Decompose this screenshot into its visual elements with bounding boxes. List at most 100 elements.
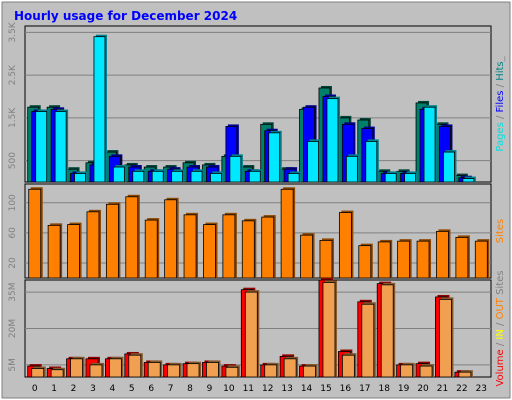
bar-pages-4 — [112, 166, 125, 183]
bar-sites-1 — [47, 224, 61, 279]
bar-out-10 — [225, 366, 239, 378]
series-legend: Pages / Files / Hits_ — [495, 55, 506, 151]
series-legend: Volume / IN / OUT Sites — [495, 270, 506, 386]
x-tick-label: 6 — [148, 384, 154, 394]
bar-pages-1 — [54, 111, 67, 183]
legend-entry: Files — [495, 91, 506, 113]
bar-sites-19 — [397, 240, 411, 279]
bar-out-12 — [264, 364, 278, 378]
legend-entry: IN — [495, 329, 506, 339]
bar-out-17 — [361, 303, 375, 378]
bar-sites-13 — [280, 188, 294, 279]
bar-sites-8 — [183, 214, 197, 279]
bar-sites-7 — [164, 199, 178, 279]
x-tick-label: 11 — [243, 384, 254, 394]
bar-pages-8 — [190, 170, 203, 183]
bar-sites-5 — [125, 196, 139, 279]
hits-files-pages-panel: 500 1.5K 2.5K 3.5K Pages / Files / Hits_ — [8, 21, 506, 183]
legend-entry: / — [495, 319, 506, 329]
x-tick-label: 2 — [71, 384, 77, 394]
x-tick-label: 17 — [359, 384, 370, 394]
legend-entry: _ — [495, 55, 506, 62]
bar-pages-12 — [268, 132, 281, 183]
bar-out-3 — [89, 364, 103, 378]
bar-out-16 — [341, 354, 355, 378]
y-tick-label: 20M — [8, 319, 18, 338]
bar-pages-19 — [404, 173, 417, 183]
bar-sites-22 — [455, 236, 469, 279]
x-tick-label: 20 — [417, 384, 429, 394]
x-tick-label: 8 — [187, 384, 193, 394]
bar-pages-2 — [74, 173, 86, 183]
bar-sites-4 — [105, 203, 119, 279]
legend-entry: / — [495, 112, 506, 122]
bar-out-4 — [108, 358, 122, 378]
y-tick-label: 500 — [8, 152, 18, 169]
x-tick-label: 16 — [340, 384, 352, 394]
legend-entry: Pages — [495, 122, 506, 151]
x-tick-label: 5 — [129, 384, 135, 394]
y-tick-label: 35M — [8, 283, 18, 302]
bar-out-7 — [167, 364, 181, 378]
bar-out-11 — [244, 291, 258, 378]
bar-sites-2 — [67, 224, 80, 279]
y-tick-label: 5M — [8, 358, 18, 372]
bar-sites-9 — [203, 224, 216, 279]
y-tick-label: 60 — [8, 227, 18, 239]
bar-out-18 — [380, 284, 394, 378]
bar-sites-11 — [241, 220, 255, 279]
chart-title: Hourly usage for December 2024 — [14, 9, 237, 23]
bar-sites-15 — [319, 239, 333, 279]
x-tick-label: 13 — [281, 384, 292, 394]
bar-sites-18 — [377, 241, 391, 279]
legend-entry: OUT — [495, 297, 506, 319]
bar-pages-5 — [132, 170, 145, 183]
bar-out-14 — [303, 365, 316, 378]
bar-out-20 — [419, 365, 433, 378]
legend-entry: / — [495, 340, 506, 350]
bar-out-9 — [206, 362, 219, 378]
bar-sites-17 — [358, 245, 372, 279]
bar-pages-17 — [365, 140, 378, 183]
legend-entry: Hits — [495, 61, 506, 80]
series-legend: Sites — [495, 219, 506, 243]
x-tick-label: 7 — [168, 384, 174, 394]
bar-pages-7 — [171, 170, 184, 183]
bar-pages-20 — [423, 106, 436, 183]
x-tick-label: 19 — [398, 384, 410, 394]
legend-entry: Volume — [495, 349, 506, 386]
y-tick-label: 100 — [8, 194, 18, 211]
bar-sites-23 — [474, 240, 488, 279]
sites-panel: 20 60 100 Sites — [8, 183, 506, 279]
x-tick-label: 10 — [223, 384, 235, 394]
bar-out-1 — [50, 369, 64, 378]
bar-pages-16 — [345, 155, 358, 183]
legend-entry: Sites — [495, 270, 506, 298]
bar-sites-21 — [436, 230, 449, 279]
legend-entry: / — [495, 81, 506, 91]
volume-panel: 5M 20M 35M Volume / IN / OUT Sites — [8, 270, 506, 386]
y-tick-label: 2.5K — [8, 64, 18, 85]
bar-out-2 — [70, 358, 83, 378]
x-tick-label: 3 — [90, 384, 96, 394]
bar-sites-20 — [416, 240, 430, 279]
bar-pages-14 — [307, 140, 319, 183]
bar-out-15 — [322, 282, 336, 378]
bar-out-8 — [186, 363, 200, 378]
x-tick-label: 21 — [437, 384, 448, 394]
bar-pages-15 — [326, 98, 339, 183]
bar-out-19 — [400, 364, 414, 378]
bar-pages-11 — [248, 170, 261, 183]
bar-sites-16 — [338, 212, 352, 279]
x-tick-label: 1 — [51, 384, 57, 394]
x-tick-label: 14 — [301, 384, 313, 394]
bar-pages-3 — [93, 36, 106, 183]
x-tick-label: 22 — [456, 384, 467, 394]
bar-pages-18 — [384, 173, 397, 183]
bar-sites-14 — [300, 234, 313, 279]
bar-out-22 — [458, 371, 472, 378]
bar-out-0 — [31, 368, 45, 378]
y-tick-label: 3.5K — [8, 21, 18, 42]
y-tick-label: 20 — [8, 257, 18, 269]
